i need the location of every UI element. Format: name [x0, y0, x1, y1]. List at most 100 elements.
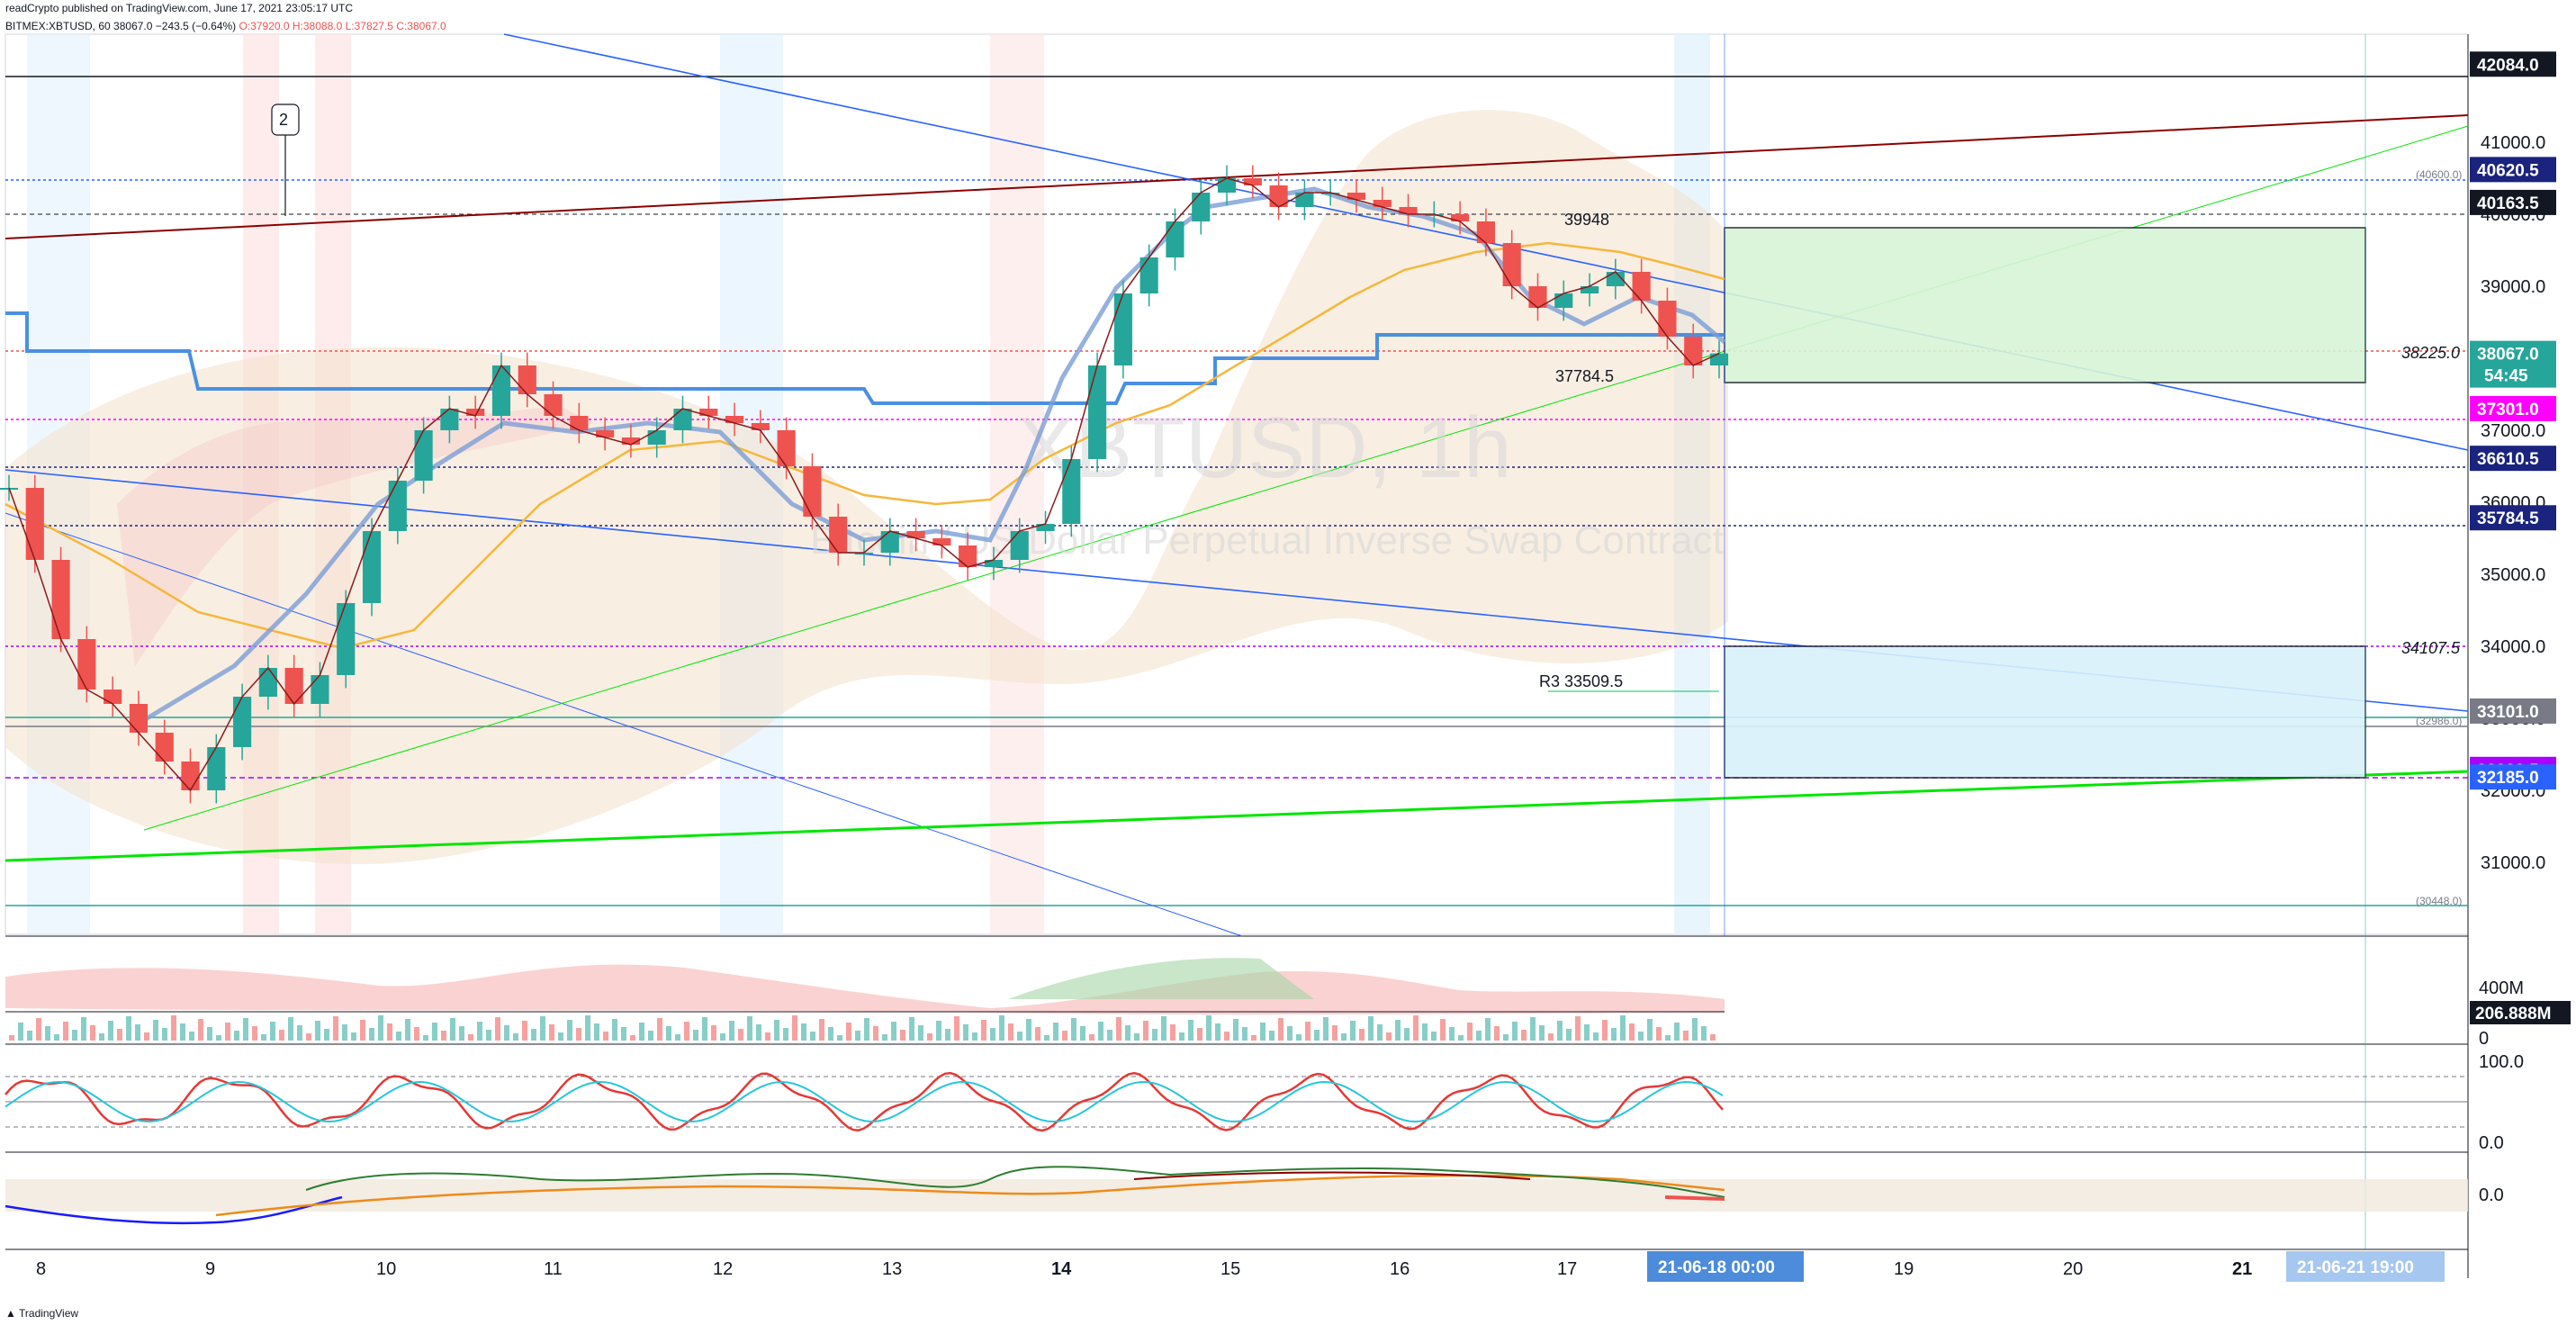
volume-bar [783, 1028, 788, 1041]
candle-body [984, 560, 1004, 567]
volume-bar [828, 1027, 833, 1041]
candle-body [621, 437, 640, 445]
volume-bar [1089, 1034, 1094, 1041]
candle-body [155, 733, 174, 762]
volume-bar [1701, 1026, 1707, 1041]
volume-bar [252, 1026, 257, 1041]
volume-bar [1116, 1017, 1121, 1041]
blue-target-box[interactable] [1724, 645, 2366, 779]
tradingview-label: TradingView [19, 1307, 79, 1320]
volume-bar [1305, 1022, 1311, 1041]
volume-bar [1431, 1032, 1437, 1041]
volume-bar [477, 1022, 482, 1041]
volume-bar [1611, 1028, 1617, 1041]
candle-body [1113, 293, 1132, 365]
candle-body [25, 488, 44, 560]
volume-bar [1647, 1019, 1653, 1041]
volume-bar [441, 1031, 446, 1041]
callout-2[interactable]: 2 [271, 104, 300, 216]
volume-bar [549, 1024, 554, 1041]
candle-body [1502, 243, 1521, 286]
volume-bar [576, 1028, 581, 1041]
volume-bar [1080, 1026, 1085, 1041]
volume-bar [963, 1024, 968, 1041]
volume-bar [1368, 1016, 1374, 1041]
price-tag-label: 40163.5 [2477, 194, 2539, 213]
candle-body [414, 430, 433, 481]
price-tag-label: 38067.0 [2477, 346, 2539, 365]
time-tick: 10 [376, 1259, 396, 1279]
volume-bar [1665, 1035, 1671, 1041]
volume-bar [693, 1030, 698, 1041]
candle-body [1554, 293, 1573, 308]
volume-bar [1314, 1030, 1320, 1041]
volume-bar [396, 1032, 401, 1041]
volume-bar [297, 1025, 302, 1041]
volume-bar [324, 1029, 329, 1041]
volume-bar [495, 1017, 500, 1041]
volume-bar [153, 1020, 158, 1041]
volume-tick-0: 0 [2479, 1029, 2489, 1049]
candle-body [1606, 272, 1625, 286]
volume-bar [1206, 1015, 1211, 1041]
volume-bar [711, 1025, 716, 1041]
volume-bar [234, 1031, 239, 1041]
volume-bar [1098, 1022, 1103, 1041]
volume-bar [1575, 1016, 1581, 1041]
volume-bar [1566, 1029, 1572, 1041]
volume-bar [936, 1021, 941, 1041]
ohlc-values: O:37920.0 H:38088.0 L:37827.5 C:38067.0 [239, 20, 446, 32]
volume-bar [882, 1034, 887, 1041]
volume-bar [1332, 1025, 1338, 1041]
annotation-39948: 39948 [1564, 211, 1609, 229]
volume-bar [1224, 1032, 1229, 1041]
volume-bar [1683, 1031, 1689, 1041]
candle-body [518, 365, 536, 394]
volume-bar [1197, 1028, 1202, 1041]
candle-body [104, 690, 122, 704]
volume-bar [1692, 1018, 1698, 1041]
time-tick: 9 [205, 1259, 215, 1279]
volume-bar [432, 1023, 437, 1041]
candle-body [337, 603, 356, 675]
volume-bar [288, 1017, 293, 1041]
volume-bar [819, 1019, 824, 1041]
green-target-box[interactable] [1724, 227, 2366, 383]
volume-bar [648, 1031, 653, 1041]
candle-body [751, 423, 770, 430]
volume-pane[interactable]: 400M 206.888M 0 [5, 958, 2571, 1049]
volume-bar [315, 1021, 320, 1041]
price-tag-label: 40620.5 [2477, 161, 2539, 180]
volume-bar [918, 1025, 923, 1041]
volume-bar [468, 1034, 473, 1041]
price-tag-label: 33101.0 [2477, 703, 2539, 722]
volume-bar [207, 1027, 212, 1041]
volume-bar [27, 1031, 32, 1041]
oscillator-pane[interactable]: 100.0 0.0 [5, 1052, 2524, 1153]
volume-bar [1323, 1017, 1329, 1041]
candle-body [880, 531, 899, 553]
price-tag [2470, 505, 2556, 531]
candle-body [181, 762, 200, 790]
candle-body [647, 430, 666, 445]
volume-bar [1242, 1027, 1247, 1041]
volume-bar [1341, 1033, 1347, 1041]
volume-bar [1125, 1025, 1130, 1041]
volume-bar [729, 1021, 734, 1041]
macd-pane[interactable]: 0.0 [5, 1166, 2504, 1225]
volume-bar [684, 1022, 689, 1041]
candle-body [1243, 178, 1262, 185]
volume-bar [126, 1016, 131, 1041]
volume-bar [540, 1016, 545, 1041]
volume-bar [1026, 1019, 1031, 1041]
volume-bar [1044, 1035, 1049, 1041]
price-tag-label: 32185.0 [2477, 769, 2539, 788]
symbol-info: BITMEX:XBTUSD, 60 38067.0 −243.5 (−0.64%… [5, 20, 446, 32]
time-axis[interactable]: 8 9 10 11 12 13 14 15 16 17 19 20 21 [36, 1259, 2252, 1279]
volume-bar [1539, 1025, 1545, 1041]
volume-bar [1350, 1021, 1356, 1041]
time-tick: 11 [544, 1259, 563, 1279]
candle-body [466, 409, 485, 416]
tradingview-brand: ▲ TradingView [5, 1307, 78, 1320]
